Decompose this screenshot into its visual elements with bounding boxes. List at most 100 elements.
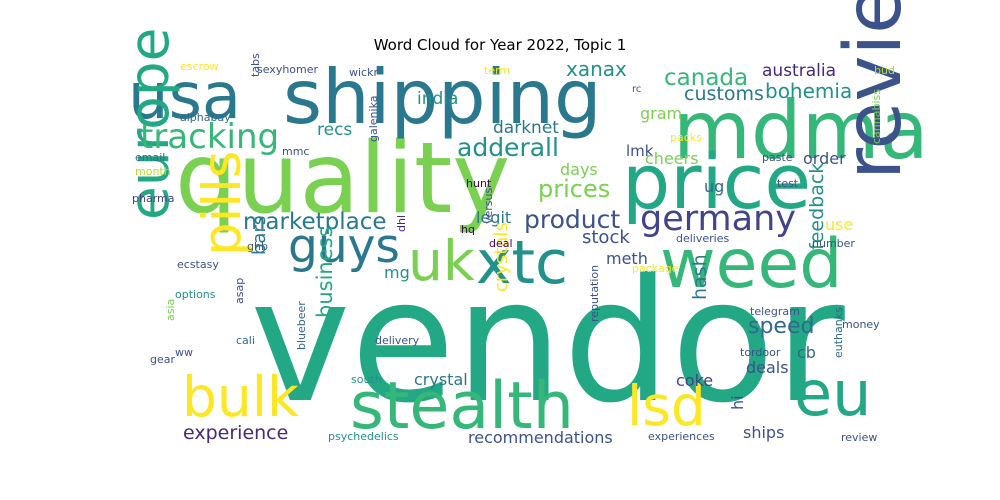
word-hi: hi	[728, 395, 747, 410]
word-shipping: shipping	[283, 53, 602, 141]
word-reputation: reputation	[588, 265, 601, 322]
word-telegram: telegram	[750, 305, 800, 318]
word-options: options	[175, 288, 216, 301]
word-meth: meth	[606, 249, 648, 268]
word-ug: ug	[704, 177, 724, 196]
word-europe: europe	[117, 28, 181, 221]
word-bohemia: bohemia	[765, 79, 852, 103]
word-customs: customs	[684, 83, 764, 105]
word-experiences: experiences	[648, 430, 715, 443]
word-pills: pills	[192, 151, 253, 256]
word-usa: usa	[128, 60, 241, 134]
word-lsd: lsd	[627, 374, 706, 438]
word-hq: hq	[461, 223, 475, 236]
word-escrow: escrow	[180, 60, 219, 73]
word-gear: gear	[150, 353, 175, 366]
word-prices: prices	[538, 175, 610, 203]
word-tracking: tracking	[140, 117, 279, 157]
word-stealth: stealth	[350, 369, 574, 444]
word-ecstasy: ecstasy	[177, 258, 219, 271]
word-galenika: galenika	[367, 96, 380, 143]
word-hash: hash	[689, 254, 711, 300]
word-mmc: mmc	[282, 145, 309, 158]
word-bulk: bulk	[182, 365, 299, 429]
word-use: use	[825, 215, 853, 234]
word-xtc: xtc	[476, 228, 568, 298]
word-ghb: ghb	[247, 240, 268, 253]
word-xanax: xanax	[566, 57, 627, 81]
word-quality: quality	[175, 122, 510, 236]
word-business: business	[313, 226, 337, 318]
word-asap: asap	[233, 278, 246, 304]
word-days: days	[560, 160, 598, 179]
word-deliveries: deliveries	[676, 232, 729, 245]
word-cali: cali	[236, 334, 255, 347]
word-feedback: feedback	[806, 163, 828, 250]
word-eu: eu	[794, 357, 871, 430]
word-pharma: pharma	[132, 192, 174, 205]
word-stock: stock	[582, 227, 630, 248]
word-cheers: cheers	[645, 149, 699, 168]
word-wickr: wickr	[349, 66, 378, 79]
word-order: order	[803, 149, 846, 168]
word-deal: deal	[489, 237, 513, 250]
word-experience: experience	[183, 422, 288, 444]
word-recommendations: recommendations	[468, 428, 613, 447]
word-alphabay: alphabay	[180, 111, 231, 124]
word-hunt: hunt	[466, 177, 492, 190]
word-bud: bud	[874, 64, 895, 77]
word-delivery: delivery	[375, 334, 420, 347]
word-rc: rc	[632, 84, 641, 95]
word-mdma: mdma	[673, 84, 929, 177]
word-psychedelics: psychedelics	[328, 430, 399, 443]
word-gram: gram	[640, 104, 682, 123]
word-bars: bars	[249, 216, 270, 255]
word-email: email	[135, 151, 165, 164]
word-vendor: vendor	[250, 243, 845, 441]
word-packs: packs	[670, 131, 702, 144]
word-germany: germany	[640, 199, 796, 239]
word-cannabiss: cannabiss	[870, 89, 883, 144]
word-money: money	[842, 318, 880, 331]
word-month: month	[135, 165, 171, 178]
word-euthanks: euthanks	[832, 307, 845, 358]
word-crystals: crystals	[491, 222, 512, 292]
word-weed: weed	[660, 225, 842, 304]
word-dhl: dhl	[395, 215, 408, 232]
word-cb: cb	[797, 343, 816, 362]
word-recs: recs	[317, 120, 352, 140]
word-uk: uk	[408, 229, 475, 293]
word-adderall: adderall	[457, 133, 559, 162]
figure-title: Word Cloud for Year 2022, Topic 1	[373, 36, 627, 54]
word-speed: speed	[748, 314, 814, 339]
word-package: package	[632, 262, 679, 275]
word-australia: australia	[762, 61, 836, 81]
word-india: india	[417, 89, 458, 109]
word-reviews: reviews	[829, 0, 919, 180]
word-coke: coke	[676, 371, 713, 390]
word-guys: guys	[288, 219, 400, 274]
word-product: product	[524, 205, 620, 234]
word-versus: versus	[482, 187, 495, 224]
word-sexyhomer: sexyhomer	[257, 63, 319, 76]
word-ww: ww	[175, 346, 193, 359]
word-review: review	[841, 431, 877, 444]
word-price: price	[622, 137, 811, 226]
word-asia: asia	[164, 299, 177, 321]
word-tordoor: tordoor	[740, 346, 781, 359]
word-darknet: darknet	[493, 118, 559, 138]
word-test: test	[777, 177, 799, 190]
word-lmk: lmk	[626, 142, 654, 160]
word-tabs: tabs	[249, 53, 262, 77]
word-term: term	[484, 64, 510, 77]
word-ships: ships	[743, 423, 784, 442]
word-marketplace: marketplace	[243, 209, 387, 235]
word-south: south	[351, 373, 382, 386]
word-crystal: crystal	[414, 370, 468, 389]
word-number: number	[812, 237, 855, 250]
word-bluebeer: bluebeer	[295, 301, 308, 350]
word-deals: deals	[746, 358, 789, 377]
word-canada: canada	[664, 65, 748, 91]
word-paste: paste	[762, 151, 793, 164]
